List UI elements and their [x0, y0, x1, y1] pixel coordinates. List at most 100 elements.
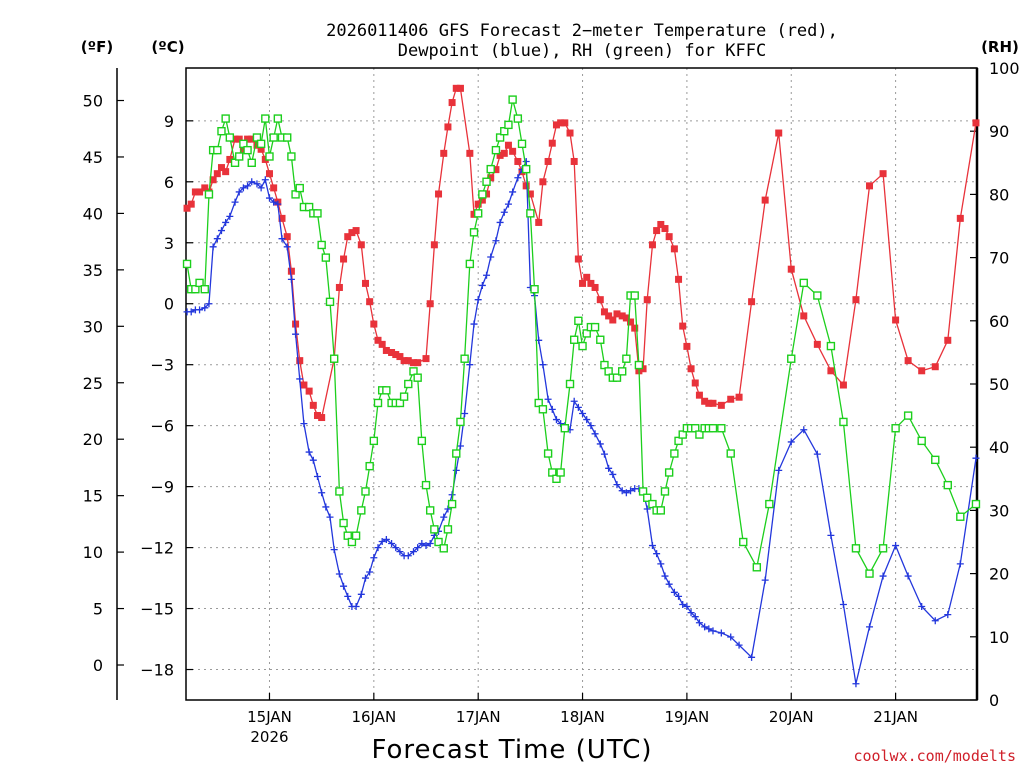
- dewpoint-point: [474, 296, 482, 304]
- rh-point: [460, 354, 469, 363]
- dewpoint-point: [492, 237, 500, 245]
- rh-tick-label: 0: [989, 691, 999, 710]
- dewpoint-point: [904, 572, 912, 580]
- dewpoint-point: [300, 420, 308, 428]
- dewpoint-point: [392, 544, 400, 552]
- rh-point: [325, 297, 335, 307]
- fahrenheit-tick-label: 5: [93, 600, 103, 619]
- rh-point: [339, 518, 348, 528]
- rh-point: [247, 158, 256, 168]
- x-tick-label: 19JAN: [665, 708, 710, 726]
- dewpoint-point: [226, 212, 234, 220]
- temperature-point: [609, 316, 617, 324]
- dewpoint-point: [509, 188, 517, 196]
- dewpoint-point: [627, 487, 635, 495]
- rh-point: [931, 455, 940, 465]
- temperature-point: [340, 255, 348, 263]
- rh-point: [596, 335, 605, 344]
- dewpoint-point: [366, 568, 374, 576]
- temperature-point: [244, 135, 252, 143]
- x-tick-label: 20JAN: [769, 708, 814, 726]
- rh-point: [956, 512, 965, 521]
- rh-point: [878, 544, 888, 553]
- temperature-point: [201, 184, 209, 192]
- temperature-point: [292, 320, 300, 328]
- rh-point: [434, 537, 443, 547]
- dewpoint-point: [213, 235, 221, 243]
- dewpoint-point: [261, 176, 269, 184]
- rh-point: [643, 493, 652, 502]
- temperature-point: [335, 283, 343, 291]
- temperature-point: [509, 147, 517, 155]
- series-rh: [182, 95, 981, 578]
- temperature-point: [570, 157, 578, 165]
- rh-tick-label: 100: [989, 59, 1020, 78]
- rh-point: [739, 537, 748, 547]
- rh-point: [369, 436, 379, 446]
- rh-point: [891, 424, 900, 433]
- rh-point: [660, 487, 670, 496]
- dewpoint-point: [296, 375, 304, 383]
- dewpoint-point: [382, 535, 390, 543]
- rh-point: [357, 506, 366, 515]
- temperature-point: [675, 275, 683, 283]
- dewpoint-point: [800, 426, 808, 434]
- celsius-tick-label: −6: [150, 417, 174, 436]
- temperature-point: [852, 296, 860, 304]
- dewpoint-point: [483, 271, 491, 279]
- rh-point: [287, 152, 296, 161]
- temperature-point: [504, 141, 512, 149]
- celsius-tick-label: −9: [150, 478, 174, 497]
- rh-point: [508, 95, 517, 104]
- dewpoint-point: [396, 548, 404, 556]
- temperature-point: [787, 265, 795, 273]
- temperature-point: [514, 157, 522, 165]
- temperature-point: [440, 149, 448, 157]
- tick-labels: 15JAN 2026 16JAN 17JAN 18JAN 19JAN 20JAN 21JAN 9…: [83, 59, 1020, 746]
- temperature-point: [727, 395, 735, 403]
- temperature-point: [800, 312, 808, 320]
- rh-point: [204, 190, 214, 199]
- rh-unit-label: (RH): [981, 38, 1019, 56]
- fahrenheit-tick-label: 15: [83, 487, 103, 506]
- dewpoint-point: [335, 570, 343, 578]
- dewpoint-point: [522, 157, 530, 165]
- x-tick-label: 18JAN: [560, 708, 605, 726]
- temperature-point: [653, 227, 661, 235]
- rh-tick-label: 40: [989, 438, 1009, 457]
- temperature-point: [526, 190, 534, 198]
- dewpoint-point: [440, 513, 448, 521]
- rh-point: [404, 379, 413, 389]
- temperature-point: [196, 188, 204, 196]
- temperature-point: [918, 367, 926, 375]
- rh-point: [943, 480, 952, 490]
- temperature-point: [691, 379, 699, 387]
- dewpoint-point: [866, 623, 874, 631]
- dewpoint-point: [461, 409, 469, 417]
- dewpoint-point: [270, 198, 278, 206]
- temperature-point: [827, 367, 835, 375]
- celsius-unit-label: (ºC): [151, 38, 184, 56]
- fahrenheit-tick-label: 30: [83, 317, 103, 336]
- dewpoint-point: [827, 531, 835, 539]
- temperature-point: [705, 399, 713, 407]
- temperature-point: [627, 318, 635, 326]
- dewpoint-point: [695, 619, 703, 627]
- rh-point: [473, 209, 483, 218]
- dewpoint-point: [496, 218, 504, 226]
- temperature-point: [500, 149, 508, 157]
- temperature-point: [396, 353, 404, 361]
- dewpoint-point: [675, 592, 683, 600]
- dewpoint-point: [244, 182, 252, 190]
- dewpoint-point: [605, 464, 613, 472]
- dewpoint-point: [361, 574, 369, 582]
- temperature-point: [309, 401, 317, 409]
- dewpoint-point: [456, 442, 464, 450]
- rh-point: [265, 152, 274, 161]
- celsius-tick-label: 0: [164, 295, 174, 314]
- temperature-point: [839, 381, 847, 389]
- temperature-point: [352, 227, 360, 235]
- dewpoint-point: [544, 395, 552, 403]
- rh-point: [486, 164, 495, 174]
- rh-point: [195, 278, 204, 288]
